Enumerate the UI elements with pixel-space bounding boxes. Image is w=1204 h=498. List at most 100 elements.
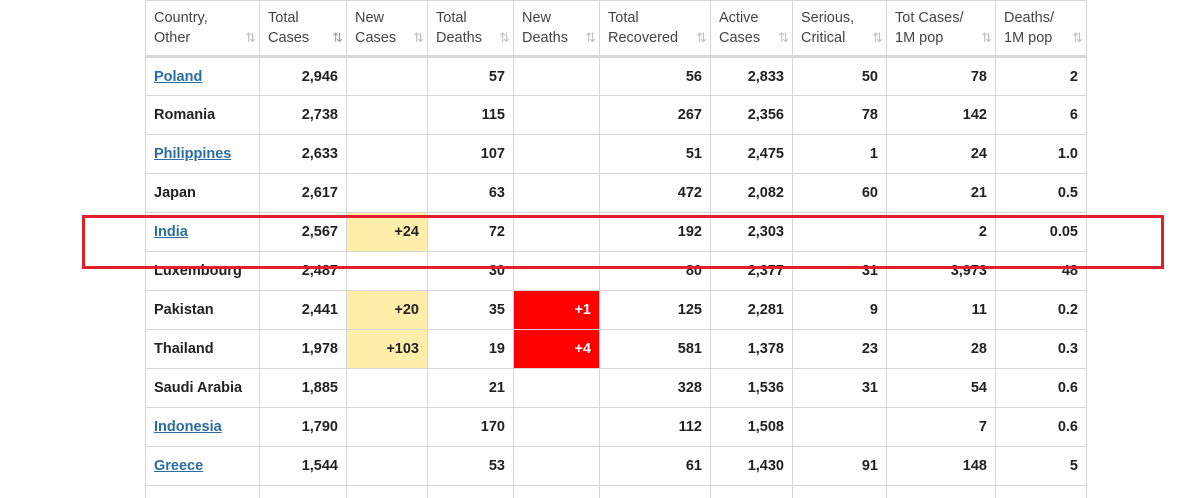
cell-deaths-1m: 2 <box>995 56 1087 96</box>
table-row-greece: Greece 1,544 53 61 1,430 91 148 5 <box>145 446 1087 486</box>
cell-new-cases <box>346 95 428 135</box>
column-header-label-line2: 1M pop <box>895 30 944 46</box>
column-header-tot-cases-1m[interactable]: Tot Cases/1M pop ⇅ <box>886 0 996 58</box>
cell-new-deaths <box>513 407 600 447</box>
cell-total-deaths: 63 <box>427 173 514 213</box>
country-link[interactable]: Poland <box>154 68 203 85</box>
cell-active-cases: 2,281 <box>710 290 793 330</box>
cell-total-cases: 1,978 <box>259 329 347 369</box>
cell-new-deaths <box>513 446 600 486</box>
cell-empty <box>792 485 887 498</box>
sort-arrows-icon[interactable]: ⇅ <box>872 30 883 45</box>
cell-empty <box>886 485 996 498</box>
column-header-serious[interactable]: Serious, Critical ⇅ <box>792 0 887 58</box>
cell-new-cases <box>346 251 428 291</box>
cell-new-cases <box>346 56 428 96</box>
cell-total-cases: 2,567 <box>259 212 347 252</box>
cell-serious: 50 <box>792 56 887 96</box>
cell-active-cases: 1,378 <box>710 329 793 369</box>
cell-total-cases: 2,441 <box>259 290 347 330</box>
sort-arrows-icon[interactable]: ⇅ <box>585 30 596 45</box>
sort-arrows-icon[interactable]: ⇅ <box>778 30 789 45</box>
cell-total-cases: 1,790 <box>259 407 347 447</box>
cell-new-cases <box>346 446 428 486</box>
cell-new-cases <box>346 173 428 213</box>
cell-deaths-1m: 5 <box>995 446 1087 486</box>
cell-total-recovered: 51 <box>599 134 711 174</box>
cell-deaths-1m: 0.05 <box>995 212 1087 252</box>
column-header-deaths-1m[interactable]: Deaths/1M pop ⇅ <box>995 0 1087 58</box>
cell-serious: 78 <box>792 95 887 135</box>
cell-tot-cases-1m: 21 <box>886 173 996 213</box>
column-header-total-recovered[interactable]: Total Recovered ⇅ <box>599 0 711 58</box>
cell-new-deaths: +4 <box>513 329 600 369</box>
cell-tot-cases-1m: 7 <box>886 407 996 447</box>
cell-total-cases: 2,946 <box>259 56 347 96</box>
sort-arrows-icon[interactable]: ⇅ <box>332 30 343 45</box>
cell-tot-cases-1m: 54 <box>886 368 996 408</box>
cell-total-recovered: 192 <box>599 212 711 252</box>
cell-deaths-1m: 0.3 <box>995 329 1087 369</box>
cell-new-deaths <box>513 251 600 291</box>
cell-tot-cases-1m: 11 <box>886 290 996 330</box>
cell-total-recovered: 80 <box>599 251 711 291</box>
table-row-luxembourg: Luxembourg 2,487 30 80 2,377 31 3,973 48 <box>145 251 1087 291</box>
country-link[interactable]: Philippines <box>154 146 232 162</box>
sort-arrows-icon[interactable]: ⇅ <box>245 30 256 45</box>
country-link[interactable]: Greece <box>154 458 204 474</box>
column-header-label-line1: Deaths/ <box>1004 10 1054 26</box>
cell-new-deaths: +1 <box>513 290 600 330</box>
cell-country: Thailand <box>145 329 260 369</box>
column-header-total-deaths[interactable]: Total Deaths ⇅ <box>427 0 514 58</box>
cell-tot-cases-1m: 24 <box>886 134 996 174</box>
table-row-pakistan: Pakistan 2,441 +20 35 +1 125 2,281 9 11 0.2 <box>145 290 1087 330</box>
sort-arrows-icon[interactable]: ⇅ <box>696 30 707 45</box>
cell-country: Pakistan <box>145 290 260 330</box>
cell-active-cases: 1,430 <box>710 446 793 486</box>
cell-serious <box>792 212 887 252</box>
table-row-poland: Poland 2,946 57 56 2,833 50 78 2 <box>145 56 1087 96</box>
cell-total-cases: 2,738 <box>259 95 347 135</box>
sort-arrows-icon[interactable]: ⇅ <box>413 30 424 45</box>
cell-deaths-1m: 0.2 <box>995 290 1087 330</box>
cell-total-deaths: 107 <box>427 134 514 174</box>
cell-country: Poland <box>145 56 260 96</box>
column-header-label-line1: Serious, <box>801 10 855 26</box>
cell-empty <box>710 485 793 498</box>
column-header-country[interactable]: Country, Other ⇅ <box>145 0 260 58</box>
table-header-row: Country, Other ⇅ Total Cases ⇅ New Cases ⇅ Total D… <box>145 0 1087 58</box>
cell-new-cases: +103 <box>346 329 428 369</box>
sort-arrows-icon[interactable]: ⇅ <box>1072 30 1083 45</box>
table-row-india: India 2,567 +24 72 192 2,303 2 0.05 <box>145 212 1087 252</box>
cell-new-deaths <box>513 95 600 135</box>
cell-total-deaths: 170 <box>427 407 514 447</box>
cell-total-cases: 2,617 <box>259 173 347 213</box>
cell-total-cases: 2,487 <box>259 251 347 291</box>
column-header-total-cases[interactable]: Total Cases ⇅ <box>259 0 347 58</box>
cell-active-cases: 2,833 <box>710 56 793 96</box>
cell-active-cases: 1,508 <box>710 407 793 447</box>
cell-total-cases: 1,885 <box>259 368 347 408</box>
cell-country: Philippines <box>145 134 260 174</box>
cell-country: Greece <box>145 446 260 486</box>
column-header-new-deaths[interactable]: New Deaths ⇅ <box>513 0 600 58</box>
column-header-label-line1: Total <box>436 10 467 26</box>
cell-new-deaths <box>513 56 600 96</box>
cell-active-cases: 2,082 <box>710 173 793 213</box>
column-header-new-cases[interactable]: New Cases ⇅ <box>346 0 428 58</box>
country-link[interactable]: India <box>154 224 188 240</box>
cell-total-recovered: 56 <box>599 56 711 96</box>
column-header-active-cases[interactable]: Active Cases ⇅ <box>710 0 793 58</box>
column-header-label-line2: Critical <box>801 30 846 46</box>
cell-total-deaths: 21 <box>427 368 514 408</box>
sort-arrows-icon[interactable]: ⇅ <box>499 30 510 45</box>
table-row-partial <box>145 485 1087 498</box>
cell-total-deaths: 72 <box>427 212 514 252</box>
column-header-label-line1: Country, <box>154 10 208 26</box>
column-header-label-line1: Total <box>608 10 639 26</box>
country-link[interactable]: Indonesia <box>154 419 222 435</box>
sort-arrows-icon[interactable]: ⇅ <box>981 30 992 45</box>
cell-total-deaths: 53 <box>427 446 514 486</box>
column-header-label-line1: Active <box>719 10 759 26</box>
cell-active-cases: 2,303 <box>710 212 793 252</box>
